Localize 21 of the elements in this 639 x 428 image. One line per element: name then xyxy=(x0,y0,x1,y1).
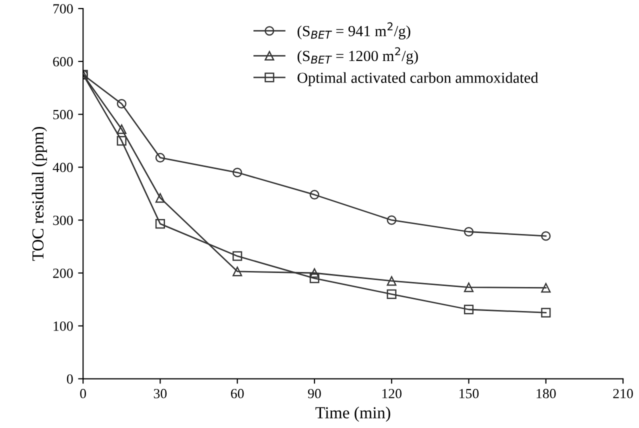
x-tick-label: 60 xyxy=(230,388,244,398)
legend-label: (S$_{BET}$ = 1200 m$^{2}$/g) xyxy=(298,47,418,64)
x-tick-label: 90 xyxy=(308,388,321,398)
y-tick-label: 300 xyxy=(53,216,73,226)
y-tick-label: 400 xyxy=(52,162,73,172)
x-tick-label: 30 xyxy=(154,388,167,398)
legend-label: (S$_{BET}$ = 941 m$^{2}$/g) xyxy=(298,22,410,40)
x-tick-label: 0 xyxy=(80,388,86,398)
x-tick-label: 210 xyxy=(613,388,633,398)
x-axis-title: Time (min) xyxy=(315,406,390,422)
y-tick-label: 0 xyxy=(66,374,73,384)
y-tick-label: 100 xyxy=(54,321,73,331)
x-tick-label: 150 xyxy=(460,388,479,398)
x-tick-label: 180 xyxy=(536,388,556,398)
legend-label: Optimal activated carbon ammoxidated xyxy=(298,72,538,86)
y-tick-label: 700 xyxy=(53,4,73,14)
y-tick-label: 500 xyxy=(53,110,73,120)
y-axis-title: TOC residual (ppm) xyxy=(32,126,47,261)
y-tick-label: 200 xyxy=(53,268,73,278)
x-tick-label: 120 xyxy=(382,388,402,398)
y-tick-label: 600 xyxy=(53,57,73,66)
